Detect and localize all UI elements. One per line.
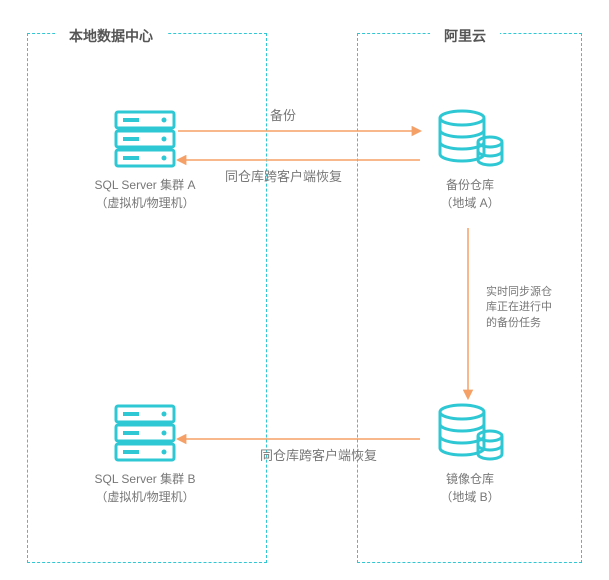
vault-b-label-2: （地域 B） bbox=[440, 490, 499, 504]
vault-a-label-2: （地域 A） bbox=[440, 196, 499, 210]
server-a-label-2: （虚拟机/物理机） bbox=[95, 196, 194, 210]
database-stack-icon bbox=[434, 402, 506, 464]
server-a-label-1: SQL Server 集群 A bbox=[95, 178, 196, 192]
edge-label-sync: 实时同步源仓 库正在进行中 的备份任务 bbox=[486, 285, 552, 331]
vault-a-label-1: 备份仓库 bbox=[446, 178, 494, 192]
database-stack-icon bbox=[434, 108, 506, 170]
sync-line1: 实时同步源仓 bbox=[486, 286, 552, 298]
region-cloud-label: 阿里云 bbox=[430, 24, 500, 48]
region-local-label: 本地数据中心 bbox=[55, 24, 167, 48]
sync-line2: 库正在进行中 bbox=[486, 301, 552, 313]
node-mirror-vault-b: 镜像仓库 （地域 B） bbox=[410, 402, 530, 506]
edge-label-restore-b: 同仓库跨客户端恢复 bbox=[260, 445, 377, 464]
server-rack-icon bbox=[110, 108, 180, 170]
server-b-label-2: （虚拟机/物理机） bbox=[95, 490, 194, 504]
node-backup-vault-a: 备份仓库 （地域 A） bbox=[410, 108, 530, 212]
edge-label-restore-a: 同仓库跨客户端恢复 bbox=[225, 166, 342, 185]
diagram-canvas: 本地数据中心 阿里云 备份 同仓库跨客户端恢复 实时同步源仓 库正在进行中 的备… bbox=[0, 0, 609, 580]
server-b-label-1: SQL Server 集群 B bbox=[95, 472, 196, 486]
server-rack-icon bbox=[110, 402, 180, 464]
node-sql-server-cluster-a: SQL Server 集群 A （虚拟机/物理机） bbox=[75, 108, 215, 212]
sync-line3: 的备份任务 bbox=[486, 317, 541, 329]
edge-label-backup: 备份 bbox=[270, 105, 296, 124]
vault-b-label-1: 镜像仓库 bbox=[446, 472, 494, 486]
node-sql-server-cluster-b: SQL Server 集群 B （虚拟机/物理机） bbox=[75, 402, 215, 506]
